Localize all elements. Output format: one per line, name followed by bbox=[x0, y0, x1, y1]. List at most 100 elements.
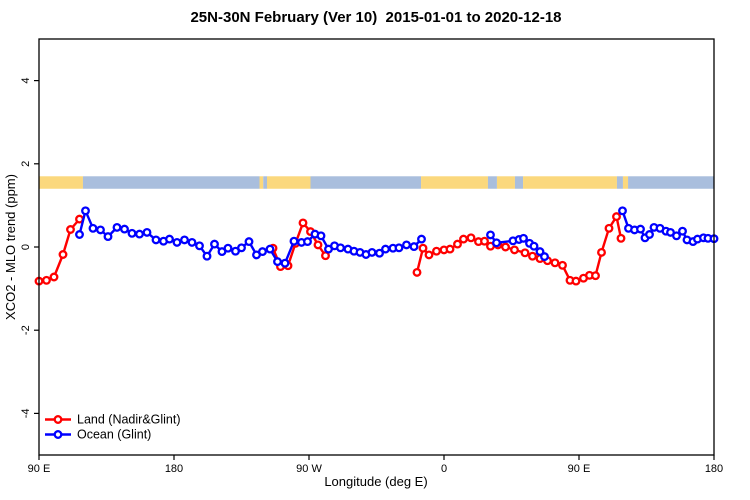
data-point bbox=[135, 229, 144, 239]
data-point bbox=[459, 234, 468, 244]
data-point bbox=[424, 250, 434, 260]
data-point bbox=[486, 230, 495, 240]
data-point bbox=[172, 237, 182, 247]
data-point bbox=[501, 242, 510, 252]
data-point bbox=[265, 244, 275, 254]
data-point bbox=[394, 243, 404, 253]
band-segment-land bbox=[267, 176, 311, 189]
data-point bbox=[529, 241, 539, 251]
band-segment-ocean bbox=[514, 176, 524, 189]
data-point bbox=[519, 233, 528, 243]
land-ocean-band bbox=[39, 176, 714, 189]
data-point bbox=[88, 223, 98, 233]
x-tick-label: 90 W bbox=[296, 463, 322, 475]
y-axis-label: XCO2 - MLO trend (ppm) bbox=[3, 174, 18, 320]
data-point bbox=[165, 234, 174, 244]
data-point bbox=[96, 225, 105, 235]
band-segment-land bbox=[496, 176, 515, 189]
data-point bbox=[151, 235, 161, 245]
data-point bbox=[210, 239, 219, 249]
data-point bbox=[550, 258, 560, 268]
band-segment-land bbox=[421, 176, 488, 189]
data-point bbox=[375, 248, 384, 258]
band-segment-land bbox=[523, 176, 617, 189]
legend-label: Land (Nadir&Glint) bbox=[77, 413, 181, 427]
x-axis: 90 E 180 90 W 0 90 E 180 bbox=[28, 455, 723, 475]
band-segment-land bbox=[622, 176, 629, 189]
data-point bbox=[202, 251, 212, 261]
data-point bbox=[466, 233, 476, 243]
data-point bbox=[81, 206, 90, 216]
data-point bbox=[418, 243, 428, 253]
data-point bbox=[195, 241, 204, 251]
legend: Land (Nadir&Glint)Ocean (Glint) bbox=[45, 413, 181, 442]
band-segment-ocean bbox=[263, 176, 267, 189]
band-segment-ocean bbox=[487, 176, 497, 189]
data-point bbox=[313, 240, 323, 250]
data-point bbox=[645, 230, 654, 239]
data-point bbox=[520, 248, 530, 258]
data-point bbox=[142, 227, 152, 237]
x-tick-label: 90 E bbox=[568, 463, 591, 475]
band-segment-land bbox=[259, 176, 264, 189]
y-axis: -4 -2 0 2 4 bbox=[20, 78, 39, 419]
data-point bbox=[528, 251, 537, 261]
legend-item: Ocean (Glint) bbox=[45, 428, 151, 442]
data-point bbox=[402, 240, 411, 250]
data-point bbox=[616, 233, 626, 243]
data-point bbox=[75, 230, 84, 239]
data-point bbox=[120, 224, 129, 234]
data-point bbox=[103, 232, 113, 242]
data-point bbox=[558, 260, 567, 270]
data-point bbox=[187, 237, 197, 247]
x-axis-label: Longitude (deg E) bbox=[324, 474, 427, 489]
data-point bbox=[672, 231, 681, 241]
data-point bbox=[273, 257, 282, 267]
data-point bbox=[289, 236, 299, 246]
data-point bbox=[417, 234, 426, 244]
data-point bbox=[49, 272, 59, 282]
y-tick-label: -2 bbox=[20, 325, 32, 335]
plot-frame bbox=[38, 38, 715, 456]
data-point bbox=[112, 222, 122, 232]
y-tick-label: 4 bbox=[20, 78, 32, 84]
legend-item: Land (Nadir&Glint) bbox=[45, 413, 181, 427]
data-point bbox=[316, 231, 326, 241]
data-point bbox=[480, 236, 489, 246]
data-point bbox=[636, 224, 645, 234]
y-tick-label: 0 bbox=[20, 244, 32, 250]
chart-title: 25N-30N February (Ver 10) 2015-01-01 to … bbox=[190, 9, 561, 26]
data-point bbox=[237, 243, 246, 253]
data-point bbox=[180, 235, 189, 245]
data-point bbox=[127, 228, 137, 238]
data-point bbox=[412, 267, 422, 277]
x-tick-label: 180 bbox=[165, 463, 183, 475]
plot-area: 90 E 180 90 W 0 90 E 180 -4 -2 0 2 4 Land (Nadir&Gl… bbox=[20, 38, 723, 475]
data-point bbox=[540, 252, 549, 262]
data-point bbox=[42, 275, 51, 285]
data-point bbox=[298, 218, 308, 228]
data-point bbox=[244, 237, 254, 247]
data-point bbox=[280, 258, 290, 268]
data-point bbox=[223, 243, 233, 253]
x-tick-label: 0 bbox=[441, 463, 447, 475]
data-point bbox=[445, 244, 455, 254]
legend-label: Ocean (Glint) bbox=[77, 428, 151, 442]
data-point bbox=[597, 247, 606, 257]
data-point bbox=[492, 238, 501, 248]
data-point bbox=[453, 239, 462, 249]
data-point bbox=[612, 212, 621, 222]
y-tick-label: -4 bbox=[20, 409, 32, 419]
data-point bbox=[336, 243, 345, 253]
data-point bbox=[510, 245, 519, 255]
data-point bbox=[432, 246, 441, 256]
data-point bbox=[58, 250, 68, 259]
x-tick-label: 180 bbox=[705, 463, 723, 475]
band-segment-ocean bbox=[82, 176, 260, 189]
data-point bbox=[321, 251, 330, 261]
band-segment-ocean bbox=[616, 176, 623, 189]
data-point bbox=[381, 244, 390, 254]
data-point bbox=[678, 226, 687, 236]
